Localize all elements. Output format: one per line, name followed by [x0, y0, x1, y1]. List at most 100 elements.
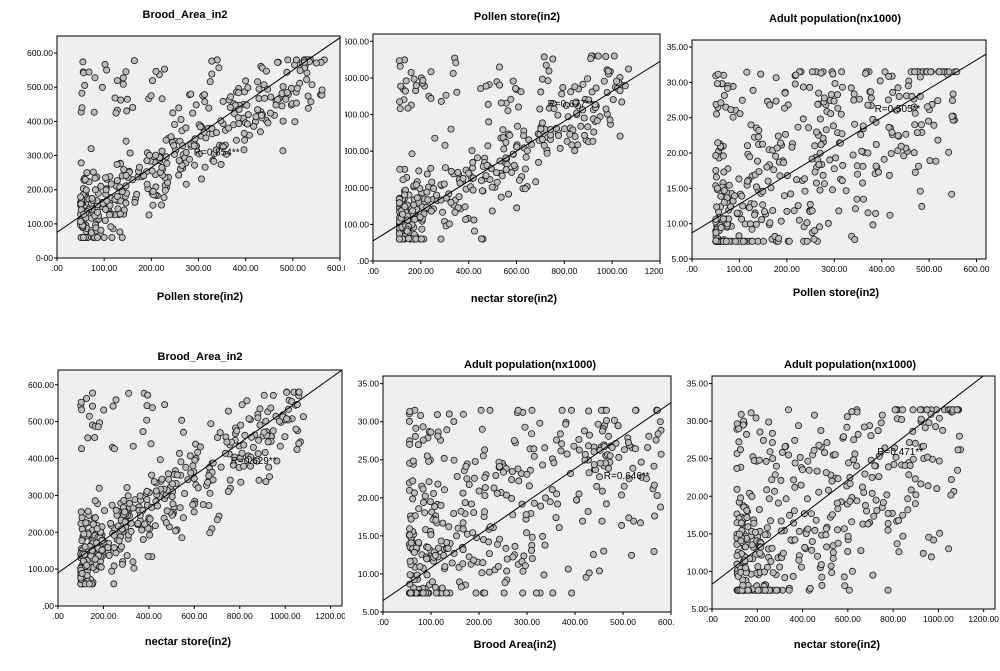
data-point	[508, 494, 516, 502]
data-point	[759, 140, 767, 148]
data-point	[909, 455, 917, 463]
data-point	[303, 76, 311, 84]
data-point	[712, 229, 720, 237]
data-point	[517, 88, 525, 96]
x-tick-label: 600.00	[658, 617, 675, 627]
data-point	[821, 449, 829, 457]
data-point	[822, 469, 830, 477]
data-point	[572, 496, 580, 504]
data-point	[820, 180, 828, 188]
data-point	[845, 459, 853, 467]
data-point	[520, 132, 528, 140]
data-point	[584, 123, 592, 131]
data-point	[585, 96, 593, 104]
data-point	[580, 114, 588, 122]
x-tick-label: 600.00	[504, 266, 530, 276]
data-point	[84, 507, 92, 515]
data-point	[540, 571, 548, 579]
data-point	[537, 125, 545, 133]
data-point	[495, 63, 503, 71]
data-point	[93, 233, 101, 241]
data-point	[550, 459, 558, 467]
data-point	[851, 205, 859, 213]
x-tick-label: .00	[367, 266, 379, 276]
data-point	[490, 484, 498, 492]
data-point	[121, 508, 129, 516]
data-point	[907, 486, 915, 494]
data-point	[256, 128, 264, 136]
data-point	[175, 449, 183, 457]
data-point	[828, 186, 836, 194]
data-point	[846, 497, 854, 505]
data-point	[757, 70, 765, 78]
data-point	[874, 168, 882, 176]
data-point	[631, 406, 639, 414]
data-point	[949, 90, 957, 98]
data-point	[911, 168, 919, 176]
y-tick-label: 5.00	[691, 604, 708, 614]
data-point	[123, 107, 131, 115]
data-point	[200, 91, 208, 99]
data-point	[833, 499, 841, 507]
data-point	[795, 527, 803, 535]
data-point	[480, 508, 488, 516]
data-point	[501, 579, 509, 587]
data-point	[792, 71, 800, 79]
data-point	[541, 541, 549, 549]
data-point	[520, 552, 528, 560]
y-tick-label: 25.00	[667, 113, 689, 123]
data-point	[773, 586, 781, 594]
data-point	[537, 88, 545, 96]
data-point	[89, 402, 97, 410]
data-point	[499, 126, 507, 134]
data-point	[846, 480, 854, 488]
data-point	[478, 187, 486, 195]
data-point	[876, 77, 884, 85]
data-point	[427, 531, 435, 539]
data-point	[148, 77, 156, 85]
data-point	[459, 546, 467, 554]
data-point	[948, 190, 956, 198]
chart-svg-6: Adult population(nx1000) R=0.471** .00 200.…	[687, 359, 1000, 651]
data-point	[814, 100, 822, 108]
data-point	[830, 165, 838, 173]
x-tick-label: 1000.00	[923, 614, 954, 624]
data-point	[848, 408, 856, 416]
data-point	[196, 443, 204, 451]
data-point	[713, 184, 721, 192]
data-point	[848, 518, 856, 526]
data-point	[274, 96, 282, 104]
data-point	[742, 543, 750, 551]
x-tick-label: 400.00	[562, 617, 588, 627]
data-point	[91, 74, 99, 82]
data-point	[115, 537, 123, 545]
data-point	[777, 476, 785, 484]
data-point	[149, 187, 157, 195]
data-point	[541, 444, 549, 452]
data-point	[829, 122, 837, 130]
data-point	[430, 489, 438, 497]
data-point	[504, 107, 512, 115]
data-point	[744, 523, 752, 531]
data-point	[423, 452, 431, 460]
data-point	[129, 504, 137, 512]
data-point	[144, 552, 152, 560]
x-tick-label: 300.00	[514, 617, 540, 627]
data-point	[868, 473, 876, 481]
data-point	[261, 449, 269, 457]
data-point	[848, 567, 856, 575]
data-point	[584, 507, 592, 515]
data-point	[468, 147, 476, 155]
data-point	[432, 589, 440, 597]
data-point	[78, 569, 86, 577]
data-point	[91, 555, 99, 563]
data-point	[720, 198, 728, 206]
data-point	[934, 97, 942, 105]
data-point	[722, 237, 730, 245]
data-point	[109, 402, 117, 410]
y-tick-label: 300.00	[345, 146, 369, 156]
x-tick-label: 600.00	[964, 264, 990, 274]
data-point	[752, 220, 760, 228]
data-point	[617, 491, 625, 499]
data-point	[540, 141, 548, 149]
